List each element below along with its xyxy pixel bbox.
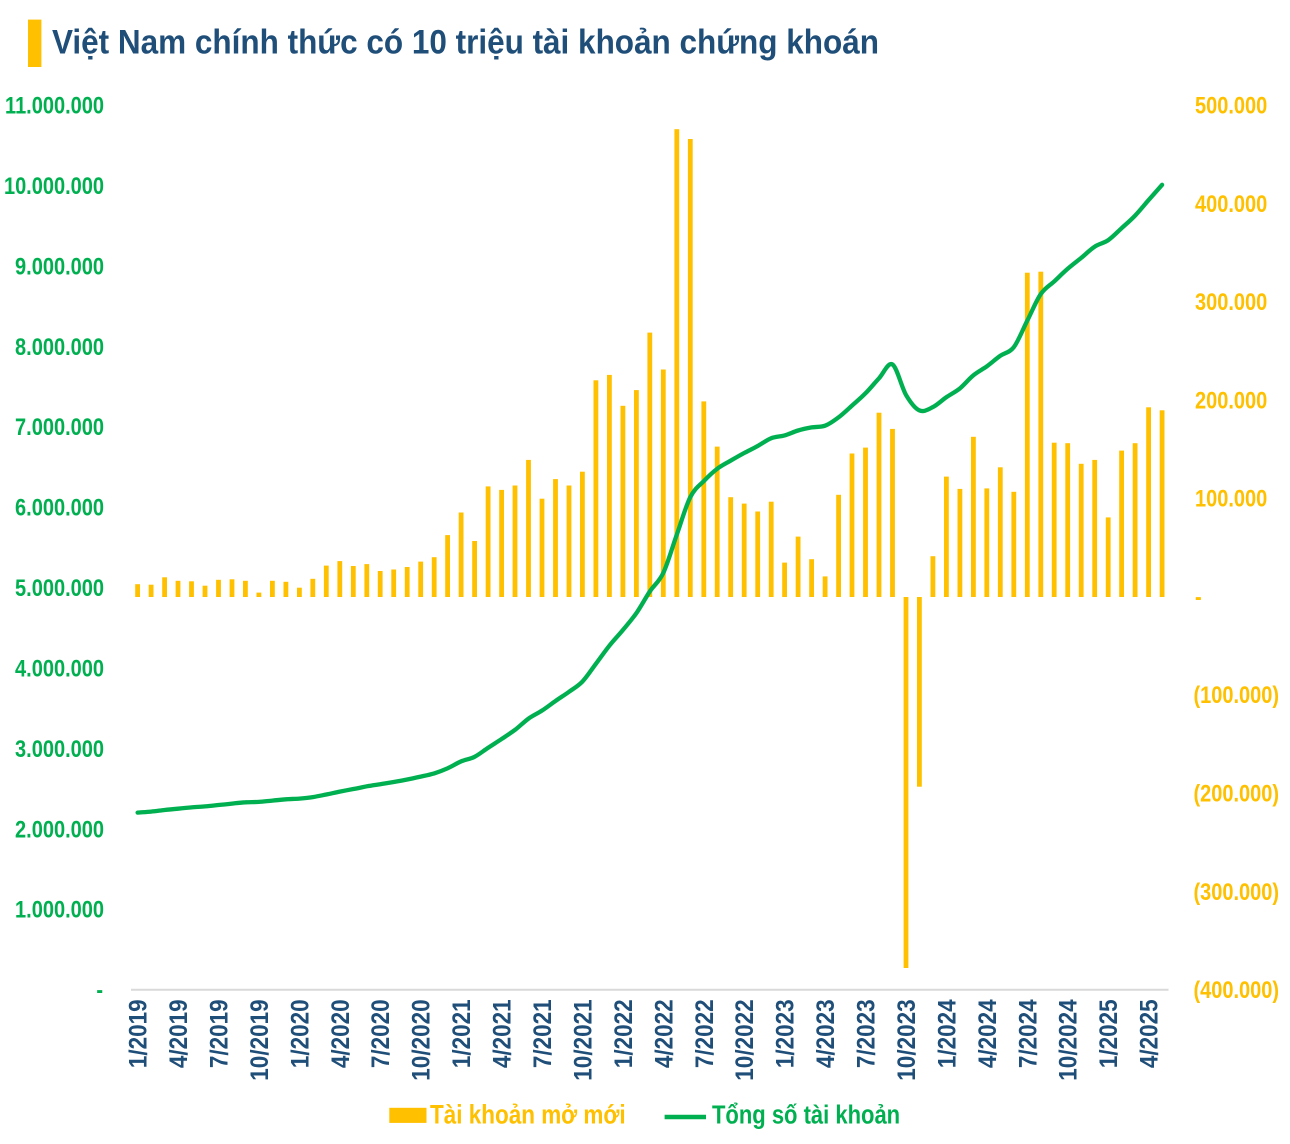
svg-text:10/2021: 10/2021 — [569, 999, 597, 1080]
svg-text:10/2024: 10/2024 — [1055, 999, 1083, 1081]
svg-text:4/2019: 4/2019 — [165, 999, 193, 1068]
svg-text:8.000.000: 8.000.000 — [15, 333, 104, 360]
svg-text:7/2020: 7/2020 — [367, 999, 395, 1068]
svg-text:1/2021: 1/2021 — [448, 999, 476, 1068]
svg-text:500.000: 500.000 — [1195, 92, 1267, 119]
svg-text:3.000.000: 3.000.000 — [15, 735, 104, 762]
svg-text:400.000: 400.000 — [1195, 190, 1267, 217]
svg-text:10.000.000: 10.000.000 — [4, 172, 104, 199]
svg-text:Tổng số tài khoản: Tổng số tài khoản — [712, 1101, 900, 1130]
svg-text:300.000: 300.000 — [1195, 288, 1267, 315]
svg-text:Việt Nam chính thức có 10 triệ: Việt Nam chính thức có 10 triệu tài khoả… — [52, 22, 879, 60]
svg-text:-: - — [1195, 583, 1202, 610]
svg-text:(400.000): (400.000) — [1194, 976, 1280, 1003]
svg-text:7/2024: 7/2024 — [1014, 999, 1042, 1068]
svg-text:4/2021: 4/2021 — [488, 999, 516, 1068]
svg-text:7.000.000: 7.000.000 — [15, 413, 104, 440]
svg-text:(300.000): (300.000) — [1194, 878, 1280, 905]
svg-text:5.000.000: 5.000.000 — [15, 574, 104, 601]
svg-text:100.000: 100.000 — [1195, 485, 1267, 512]
svg-text:4/2023: 4/2023 — [812, 999, 840, 1068]
svg-text:-: - — [96, 976, 103, 1003]
svg-text:2.000.000: 2.000.000 — [15, 816, 104, 843]
svg-text:10/2022: 10/2022 — [731, 999, 759, 1080]
svg-text:6.000.000: 6.000.000 — [15, 494, 104, 521]
svg-text:9.000.000: 9.000.000 — [15, 253, 104, 280]
svg-text:11.000.000: 11.000.000 — [5, 92, 104, 119]
svg-text:4/2020: 4/2020 — [327, 999, 355, 1068]
svg-text:(200.000): (200.000) — [1194, 780, 1280, 807]
svg-text:1/2025: 1/2025 — [1095, 999, 1123, 1068]
svg-text:1/2022: 1/2022 — [610, 999, 638, 1068]
svg-text:10/2020: 10/2020 — [408, 999, 436, 1080]
svg-text:1/2020: 1/2020 — [286, 999, 314, 1068]
svg-text:1.000.000: 1.000.000 — [15, 896, 104, 923]
svg-text:200.000: 200.000 — [1195, 387, 1267, 414]
svg-text:7/2023: 7/2023 — [852, 999, 880, 1068]
svg-text:7/2019: 7/2019 — [205, 999, 233, 1068]
svg-text:1/2023: 1/2023 — [771, 999, 799, 1068]
svg-text:7/2022: 7/2022 — [691, 999, 719, 1068]
svg-text:1/2024: 1/2024 — [933, 999, 961, 1068]
svg-text:7/2021: 7/2021 — [529, 999, 557, 1068]
svg-text:10/2019: 10/2019 — [246, 999, 274, 1080]
svg-text:4/2025: 4/2025 — [1135, 999, 1163, 1068]
svg-text:1/2019: 1/2019 — [124, 999, 152, 1068]
svg-text:(100.000): (100.000) — [1194, 682, 1280, 709]
svg-text:Tài khoản mở mới: Tài khoản mở mới — [430, 1101, 626, 1130]
svg-text:10/2023: 10/2023 — [893, 999, 921, 1080]
svg-text:4/2022: 4/2022 — [650, 999, 678, 1068]
svg-text:4/2024: 4/2024 — [974, 999, 1002, 1068]
svg-text:4.000.000: 4.000.000 — [15, 655, 104, 682]
